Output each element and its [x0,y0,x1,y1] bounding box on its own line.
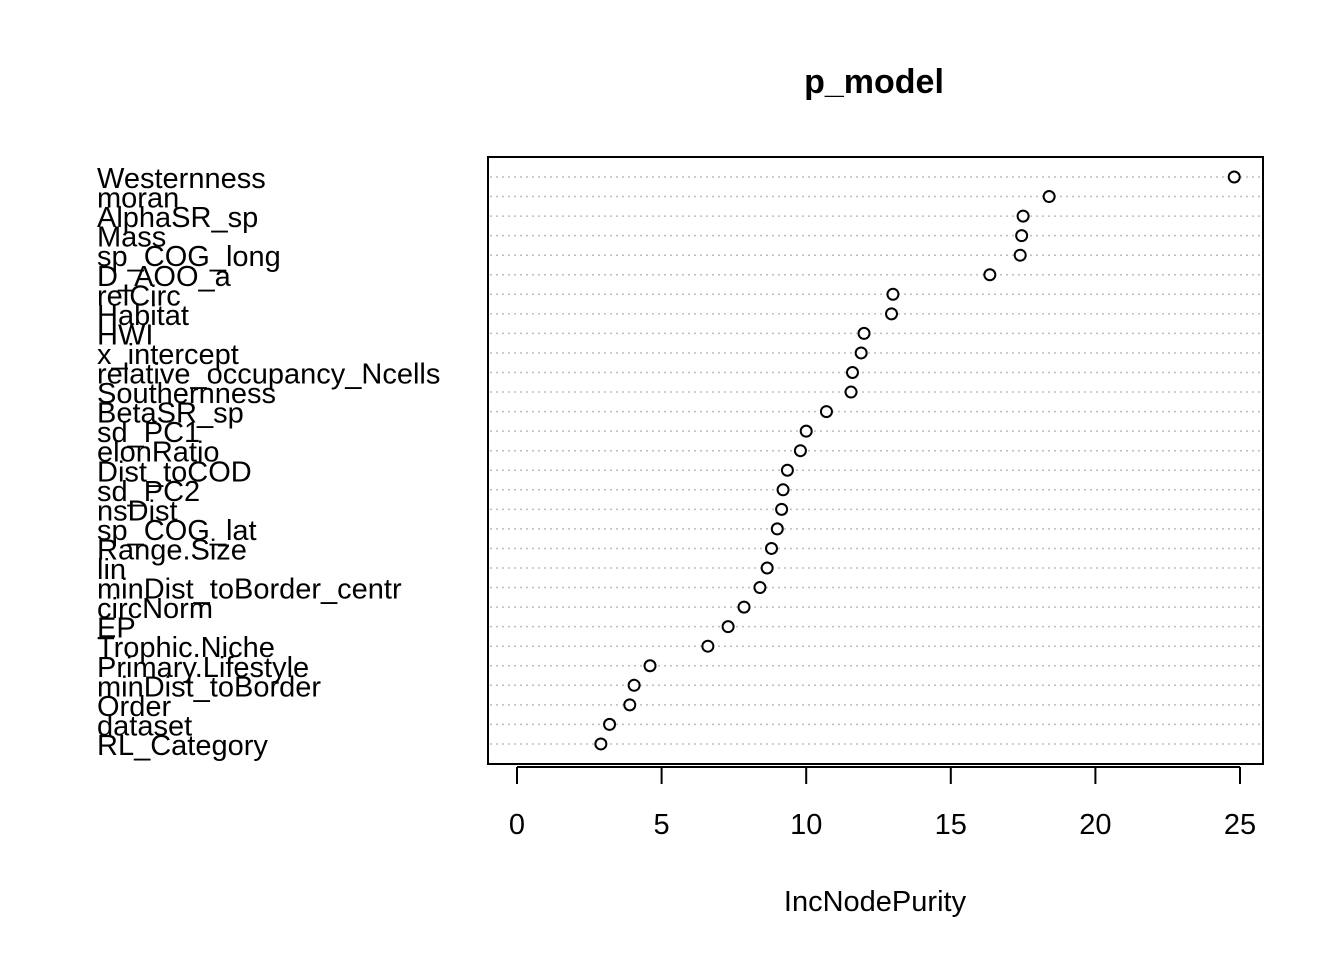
plot-frame [487,156,1264,765]
data-point [1013,248,1027,262]
data-point [885,307,899,321]
category-label: relative_occupancy_Ncells [97,359,440,391]
category-label: EP [97,613,136,645]
category-label: moran [97,183,179,215]
category-label: relCirc [97,280,181,312]
data-point [721,620,735,634]
chart-title: p_model [804,63,944,101]
category-label: elonRatio [97,437,220,469]
x-tick-label: 5 [654,809,670,841]
data-point [819,405,833,419]
category-label: nsDist [97,495,178,527]
data-points [594,170,1241,751]
category-label: Order [97,691,171,723]
category-label: AlphaSR_sp [97,202,258,234]
data-point [775,502,789,516]
category-label: Habitat [97,300,189,332]
category-label: sp_COG_lat [97,515,257,547]
data-point [1227,170,1241,184]
data-point [1016,209,1030,223]
data-point [844,385,858,399]
x-tick-label: 20 [1079,809,1111,841]
data-point [793,444,807,458]
category-label: minDist_toBorder_centr [97,574,402,606]
x-tick-label: 0 [509,809,525,841]
data-point [603,717,617,731]
category-label: sd_PC2 [97,476,200,508]
category-label: minDist_toBorder [97,671,321,703]
gridlines [490,176,1261,745]
data-point [854,346,868,360]
category-label: Mass [97,222,166,254]
data-point [643,659,657,673]
data-point [857,326,871,340]
category-label: sp_COG_long [97,241,281,273]
data-point [594,737,608,751]
category-label: Trophic.Niche [97,632,275,664]
category-label: Dist_toCOD [97,456,252,488]
x-axis-label: IncNodePurity [784,886,967,918]
data-point [701,639,715,653]
category-label: lin [97,554,126,586]
x-axis: 0 5 10 15 20 25 [509,766,1256,841]
data-point [737,600,751,614]
data-point [1042,190,1056,204]
category-label: sd_PC1 [97,417,200,449]
category-label: HWI [97,319,153,351]
category-label: BetaSR_sp [97,398,244,430]
x-tick-label: 25 [1224,809,1256,841]
data-point [799,424,813,438]
data-point [623,698,637,712]
data-point [627,678,641,692]
data-point [764,541,778,555]
category-label: RL_Category [97,730,268,762]
data-point [776,483,790,497]
data-point [760,561,774,575]
data-point [780,463,794,477]
x-tick-label: 10 [790,809,822,841]
category-label: Southernness [97,378,276,410]
category-labels: WesternnessmoranAlphaSR_spMasssp_COG_lon… [97,163,440,762]
data-point [753,581,767,595]
category-label: circNorm [97,593,213,625]
data-point [1015,229,1029,243]
category-label: D_AOO_a [97,261,232,293]
category-label: x_intercept [97,339,239,371]
data-point [770,522,784,536]
category-label: dataset [97,710,192,742]
data-point [983,268,997,282]
category-label: Range.Size [97,534,247,566]
x-tick-label: 15 [935,809,967,841]
category-label: Westernness [97,163,266,195]
data-point [886,287,900,301]
category-label: Primary.Lifestyle [97,652,309,684]
data-point [845,366,859,379]
